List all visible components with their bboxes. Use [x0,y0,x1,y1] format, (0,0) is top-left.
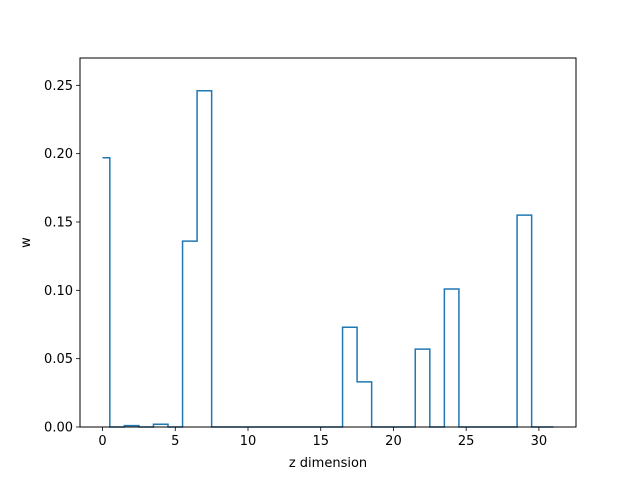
x-tick-label: 0 [98,434,106,449]
x-tick-label: 10 [240,434,257,449]
y-tick-label: 0.05 [44,352,73,367]
y-axis-title: w [19,237,34,248]
x-tick-label: 15 [312,434,329,449]
ticks-layer: 0 5 10 15 20 25 30 0.00 0.05 0.10 0.15 0.20 0.25 [44,79,547,449]
y-tick-label: 0.00 [44,421,73,436]
y-tick-label: 0.25 [44,79,73,94]
x-tick-label: 30 [531,434,548,449]
x-tick-label: 5 [171,434,179,449]
y-tick-label: 0.10 [44,284,73,299]
y-tick-label: 0.20 [44,147,73,162]
y-tick-label: 0.15 [44,216,73,231]
plot-area-frame [79,57,577,428]
x-tick-label: 20 [385,434,402,449]
x-tick-label: 25 [458,434,475,449]
x-axis-title: z dimension [289,456,367,471]
